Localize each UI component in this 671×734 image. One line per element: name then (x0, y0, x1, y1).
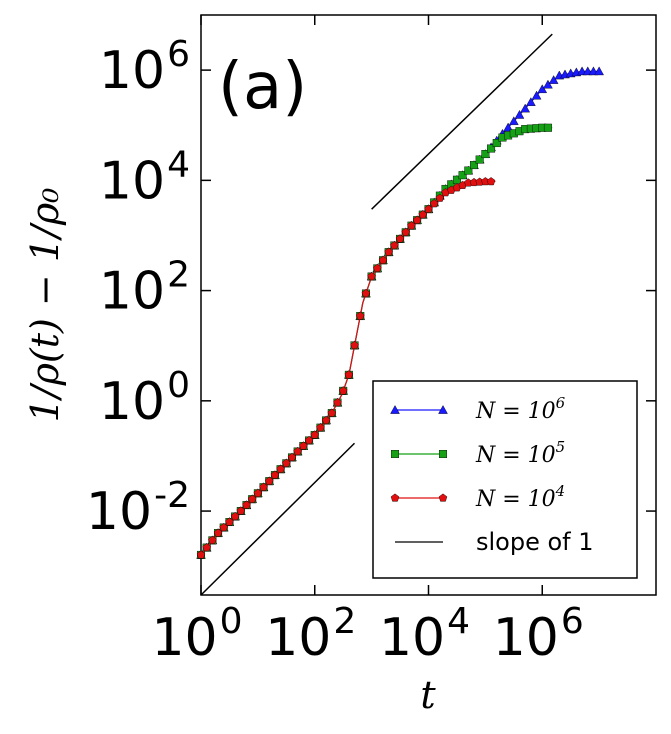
data-point (373, 263, 382, 272)
data-point (304, 436, 314, 445)
legend-label: slope of 1 (476, 528, 594, 556)
data-point (259, 482, 268, 491)
data-point (230, 512, 240, 521)
y-axis-label: 1/ρ(t) − 1/ρ₀ (23, 188, 67, 423)
data-point (395, 234, 405, 243)
data-point (242, 500, 251, 509)
data-point (435, 193, 445, 202)
data-point (481, 150, 490, 159)
data-point (418, 210, 428, 219)
data-point (390, 241, 399, 250)
data-point (270, 470, 280, 479)
data-point (424, 204, 433, 213)
data-point (208, 535, 217, 544)
x-tick-label: 102 (265, 601, 356, 668)
legend-entry: N = 105 (391, 438, 565, 468)
legend-label: N = 106 (475, 394, 566, 424)
data-point (276, 464, 285, 473)
data-point (439, 450, 448, 459)
data-point (367, 272, 376, 281)
data-point (378, 255, 388, 264)
data-point (526, 97, 536, 106)
data-point (293, 447, 302, 456)
data-point (356, 311, 365, 320)
data-point (458, 171, 467, 180)
data-point (265, 476, 274, 485)
y-tick-label: 100 (99, 365, 190, 432)
x-axis-label: t (420, 673, 436, 717)
data-point (492, 139, 501, 148)
data-point (236, 506, 246, 515)
data-point (247, 494, 257, 503)
x-tick-label: 100 (151, 601, 242, 668)
data-point (327, 408, 337, 417)
data-point (316, 423, 325, 432)
legend-entry: N = 104 (390, 482, 565, 512)
data-point (213, 528, 223, 537)
data-point (225, 517, 234, 526)
legend-label: N = 104 (475, 482, 565, 512)
legend-label: N = 105 (475, 438, 565, 468)
data-point (299, 441, 308, 450)
panel-label: (a) (218, 50, 307, 124)
data-point (470, 161, 479, 170)
x-tick-label: 104 (379, 601, 470, 668)
data-point (548, 75, 559, 84)
legend-box (372, 380, 638, 579)
legend: N = 106 N = 105 N = 104 slope of 1 (372, 380, 638, 579)
series-layer (196, 66, 604, 559)
y-tick-label: 10-2 (86, 475, 190, 542)
data-point (537, 84, 548, 94)
data-point (464, 166, 473, 175)
data-point (407, 221, 416, 230)
data-point (514, 109, 525, 119)
slope-reference-line (200, 442, 356, 596)
data-point (429, 199, 439, 208)
data-point (486, 177, 496, 186)
y-tick-label: 104 (99, 144, 190, 211)
data-point (310, 430, 319, 439)
legend-entry: N = 106 (390, 394, 566, 424)
y-tick-label: 102 (99, 255, 190, 322)
data-point (543, 79, 553, 89)
slope-reference-line (371, 33, 553, 210)
data-point (287, 452, 297, 462)
data-point (531, 90, 542, 100)
data-point (520, 103, 531, 113)
data-point (321, 415, 331, 425)
data-point (338, 386, 348, 395)
data-point (361, 289, 371, 298)
data-point (412, 215, 422, 224)
data-point (543, 123, 552, 132)
data-point (438, 493, 448, 502)
data-point (508, 116, 519, 126)
legend-entry: slope of 1 (395, 528, 594, 556)
reference-lines (200, 33, 553, 596)
data-point (384, 247, 393, 256)
data-point (401, 227, 410, 236)
data-point (390, 493, 400, 502)
series-pentagon (196, 177, 496, 559)
data-point (202, 543, 211, 552)
data-point (333, 398, 342, 407)
data-point (219, 523, 228, 532)
data-point (282, 458, 291, 467)
data-point (503, 122, 513, 132)
data-point (196, 550, 206, 559)
data-point (350, 340, 359, 349)
x-tick-label: 106 (493, 601, 584, 668)
data-point (390, 405, 400, 414)
data-point (253, 488, 263, 497)
data-point (344, 370, 354, 379)
data-point (391, 450, 400, 459)
data-point (487, 144, 496, 153)
data-point (475, 155, 484, 164)
data-point (438, 405, 448, 414)
data-point (594, 66, 604, 76)
y-tick-label: 106 (99, 34, 190, 101)
